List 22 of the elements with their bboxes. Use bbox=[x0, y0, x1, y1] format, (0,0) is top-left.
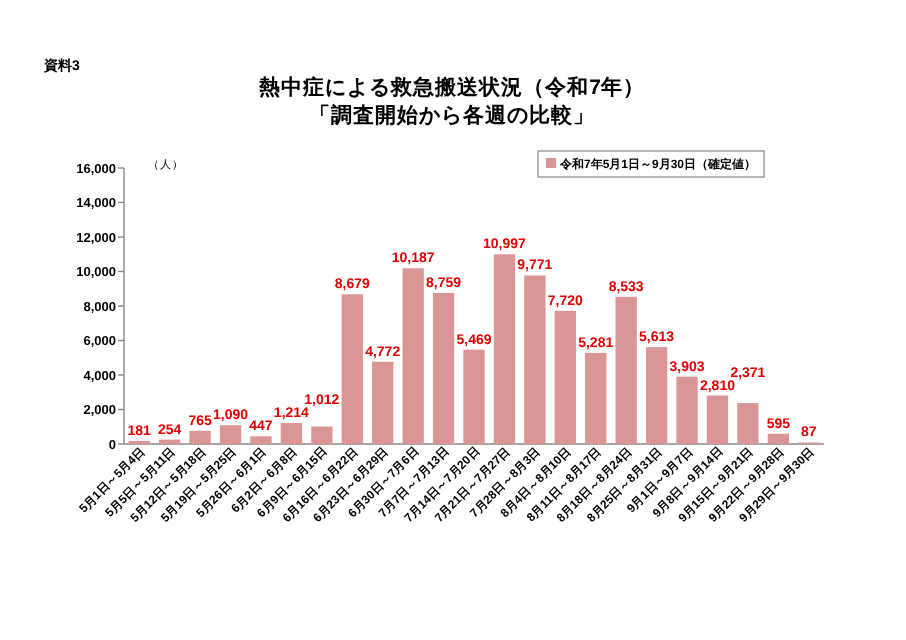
bar bbox=[524, 275, 546, 444]
bar bbox=[219, 425, 242, 444]
chart-subtitle: 「調査開始から各週の比較」 bbox=[309, 102, 595, 128]
bar bbox=[676, 376, 698, 444]
bar bbox=[706, 395, 729, 444]
bar bbox=[402, 268, 424, 444]
bar bbox=[372, 361, 394, 444]
chart-title: 熱中症による救急搬送状況（令和7年） bbox=[257, 74, 645, 100]
bar bbox=[189, 430, 211, 444]
bar bbox=[250, 436, 272, 444]
bar bbox=[767, 433, 789, 444]
bar bbox=[554, 310, 576, 444]
bar bbox=[615, 296, 637, 444]
bar bbox=[280, 423, 303, 444]
bar bbox=[737, 403, 759, 444]
bar bbox=[463, 349, 485, 444]
bar bbox=[645, 347, 668, 444]
bar bbox=[432, 292, 455, 444]
bar bbox=[585, 352, 607, 444]
bar bbox=[341, 294, 363, 444]
bar bbox=[311, 426, 333, 444]
bar bbox=[493, 254, 516, 444]
